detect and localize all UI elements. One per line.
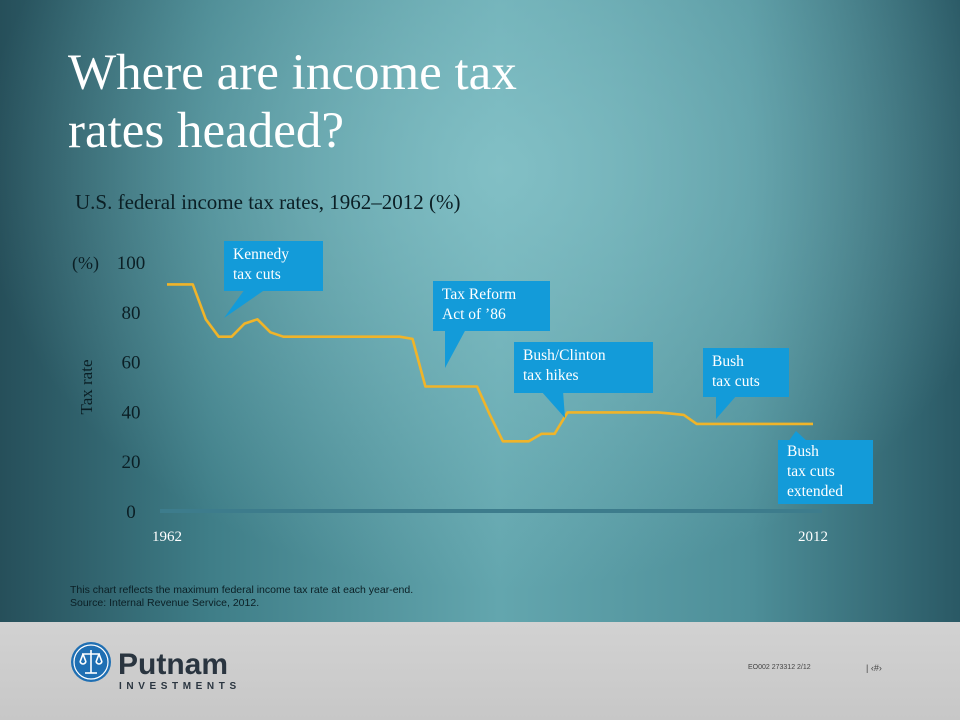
logo-subtitle: INVESTMENTS: [119, 681, 241, 692]
footnote-line-1: This chart reflects the maximum federal …: [70, 584, 414, 596]
callout-bush-tax-cuts-extended: Bush tax cuts extended: [778, 440, 873, 504]
callout-line: Act of ’86: [442, 306, 506, 323]
callout-bush-clinton-tax-hikes: Bush/Clinton tax hikes: [514, 342, 653, 393]
y-tick-label: 80: [122, 303, 141, 324]
callout-line: tax hikes: [523, 367, 579, 384]
chart-footnote: This chart reflects the maximum federal …: [70, 584, 413, 610]
y-tick-label: 20: [122, 452, 141, 473]
callout-kennedy-tax-cuts: Kennedy tax cuts: [224, 241, 323, 291]
x-tick-labels: 1962 2012: [152, 529, 828, 545]
callout-line: Kennedy: [233, 246, 289, 263]
footnote-line-2: Source: Internal Revenue Service, 2012.: [70, 597, 260, 609]
y-unit-label: (%): [72, 253, 99, 274]
callout-pointer: [541, 391, 565, 418]
footer-bar: [0, 622, 960, 720]
callout-pointer: [716, 395, 737, 419]
callout-line: Bush: [787, 443, 819, 460]
title-line-2: rates headed?: [68, 103, 345, 159]
callout-pointers: [224, 289, 808, 442]
x-tick-label: 2012: [798, 529, 828, 545]
callout-pointer: [788, 431, 808, 442]
callout-line: tax cuts: [712, 373, 760, 390]
page-number: | ‹#›: [866, 663, 882, 673]
callout-tax-reform-act: Tax Reform Act of ’86: [433, 281, 550, 331]
y-tick-label: 100: [117, 253, 146, 274]
logo-wordmark: Putnam: [118, 648, 228, 681]
y-tick-label: 40: [122, 402, 141, 423]
document-code: EO002 273312 2/12: [748, 664, 811, 671]
callout-pointer: [224, 289, 266, 318]
tax-rate-series-line: [167, 283, 813, 443]
slide-title: Where are income tax rates headed?: [68, 44, 517, 160]
callout-line: tax cuts: [787, 463, 835, 480]
y-tick-labels: 0 20 40 60 80 100: [117, 253, 146, 523]
callout-line: Bush/Clinton: [523, 347, 606, 364]
callout-line: extended: [787, 483, 843, 500]
x-tick-label: 1962: [152, 529, 182, 545]
callout-pointer: [445, 329, 466, 368]
title-line-1: Where are income tax: [68, 45, 517, 101]
y-tick-label: 60: [122, 353, 141, 374]
callout-line: tax cuts: [233, 266, 281, 283]
putnam-logo: Putnam INVESTMENTS: [71, 642, 241, 692]
scales-icon: [79, 650, 103, 674]
callout-line: Bush: [712, 353, 744, 370]
tax-rate-chart: 0 20 40 60 80 100 (%) Tax rate 1962 2012: [72, 253, 828, 545]
y-axis-title: Tax rate: [77, 360, 96, 415]
callout-bush-tax-cuts: Bush tax cuts: [703, 348, 789, 397]
y-tick-label: 0: [126, 502, 136, 523]
callout-line: Tax Reform: [442, 286, 517, 303]
chart-subtitle: U.S. federal income tax rates, 1962–2012…: [75, 190, 461, 214]
